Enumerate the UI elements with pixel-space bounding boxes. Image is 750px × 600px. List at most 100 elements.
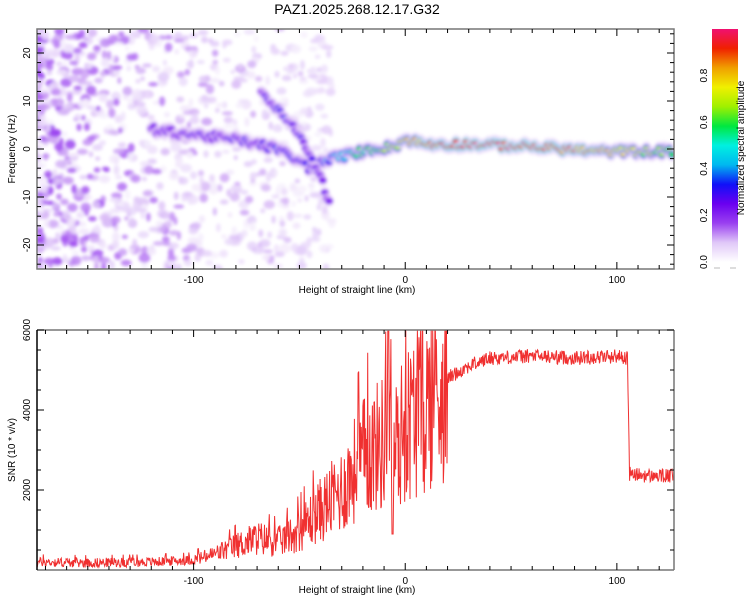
spectrogram-cell	[76, 123, 82, 132]
spectrogram-cell	[320, 137, 326, 148]
spectrogram-cell	[281, 75, 292, 82]
spectrogram-cell	[186, 151, 194, 159]
spectrogram-cell	[88, 151, 94, 158]
colorbar: 0.0 0.2 0.4 0.6 0.8 Normalized spectral ampl…	[699, 29, 747, 269]
y-tick-label: -10	[22, 189, 33, 204]
spectrogram-cell	[306, 250, 313, 259]
spectrogram-cell	[316, 79, 327, 85]
spectrogram-cell	[128, 30, 141, 37]
spectrogram-cell	[101, 50, 107, 59]
spectrogram-cell	[180, 163, 192, 173]
spectrogram-cell	[168, 211, 176, 222]
spectrogram-cell	[263, 249, 273, 254]
spectrogram-cell	[232, 119, 238, 126]
spectrogram-cell	[194, 253, 201, 262]
spectrogram-cell	[135, 78, 141, 84]
spectrogram-cell	[329, 83, 335, 89]
spectrogram-cell	[147, 114, 155, 121]
spectrogram-cell	[152, 65, 161, 73]
spectrogram-cell	[307, 74, 319, 79]
y-tick-label: 4000	[22, 398, 33, 421]
spectrogram-cell	[271, 215, 276, 224]
spectrogram-cell	[235, 102, 244, 109]
spectrogram-cell	[98, 256, 111, 264]
spectrogram-cell	[109, 197, 121, 203]
spectrogram-cell	[122, 86, 133, 96]
spectrogram-cell	[126, 65, 132, 72]
spectrogram-cell	[323, 147, 329, 154]
spectrogram-cell	[318, 244, 328, 253]
snr-x-ticks: -100 0 100	[44, 330, 660, 587]
spectrogram-cell	[76, 148, 88, 155]
spectrogram-cell	[139, 139, 145, 146]
spectrogram-cell	[229, 192, 240, 202]
spectrogram-cell	[62, 51, 73, 60]
spectrogram-cell	[71, 249, 80, 256]
spectrogram-cell	[43, 170, 53, 179]
spectrogram-cell	[296, 185, 307, 194]
spectrogram-cell	[182, 110, 193, 115]
spectrogram-cell	[197, 82, 209, 87]
spectrogram-cell	[238, 259, 245, 265]
spectrogram-cell	[125, 45, 130, 51]
spectrogram-cell	[62, 176, 74, 185]
spectrogram-cell	[99, 175, 111, 184]
spectrogram-cell	[113, 98, 120, 106]
spectrogram-cell	[99, 38, 111, 48]
spectrogram-cell	[115, 174, 122, 180]
spectrogram-cell	[322, 263, 330, 269]
spectrogram-cell	[118, 142, 127, 148]
spectrogram-cell	[136, 105, 148, 116]
spectrogram-cell	[140, 261, 148, 269]
spectrogram-cell	[72, 47, 83, 54]
spectrogram-cell	[93, 45, 101, 52]
spectrogram-cell	[186, 243, 198, 252]
spectrogram-cell	[259, 238, 271, 248]
spectrogram-cell	[89, 233, 100, 243]
spectrogram-cell	[86, 52, 97, 61]
spectrogram-cell	[110, 208, 118, 214]
spectrogram-cell	[86, 105, 96, 110]
spectrogram-cell	[140, 76, 145, 81]
colorbar-gradient	[712, 29, 738, 262]
spectrogram-cell	[311, 144, 322, 151]
spectrogram-cell	[67, 203, 78, 212]
spectrogram-cell	[198, 75, 208, 84]
spectrogram-cell	[307, 106, 312, 113]
spectrogram-cell	[135, 101, 146, 107]
spectrogram-cell	[292, 62, 298, 73]
spectrogram-cell	[168, 172, 180, 181]
spectrogram-cell	[81, 185, 90, 195]
spectrogram-cell	[148, 82, 159, 87]
spectrogram-cell	[137, 231, 150, 239]
spectrogram-cell	[321, 205, 328, 215]
spectrogram-cell	[66, 92, 73, 102]
spectrogram-cell	[60, 198, 69, 206]
spectrogram-cell	[86, 245, 96, 250]
spectrogram-cell	[314, 54, 321, 60]
spectrogram-cell	[255, 172, 261, 177]
spectrogram-blobs	[37, 29, 674, 269]
spectrogram-cell	[114, 115, 123, 124]
spectrogram-cell	[43, 237, 55, 248]
spectrogram-cell	[88, 216, 97, 222]
spectrogram-cell	[37, 137, 42, 143]
snr-line	[37, 330, 674, 569]
spectrogram-cell	[53, 201, 59, 210]
spectrogram-cell	[239, 209, 250, 216]
spectrogram-cell	[111, 239, 120, 250]
y-tick-label: 6000	[22, 318, 33, 341]
spectrogram-cell	[64, 34, 77, 40]
spectrogram-cell	[52, 168, 58, 177]
spectrogram-cell	[132, 238, 138, 249]
spectrogram-cell	[215, 66, 220, 76]
spectrogram-cell	[179, 114, 185, 119]
spectrogram-cell	[122, 94, 129, 100]
spectrogram-cell	[162, 212, 170, 220]
spectrogram-cell	[232, 146, 241, 152]
spectrogram-cell	[312, 226, 317, 233]
spectrogram-cell	[201, 117, 213, 126]
spectrogram-cell	[325, 199, 333, 203]
spectrogram-cell	[257, 245, 265, 255]
spectrogram-cell	[261, 109, 268, 118]
